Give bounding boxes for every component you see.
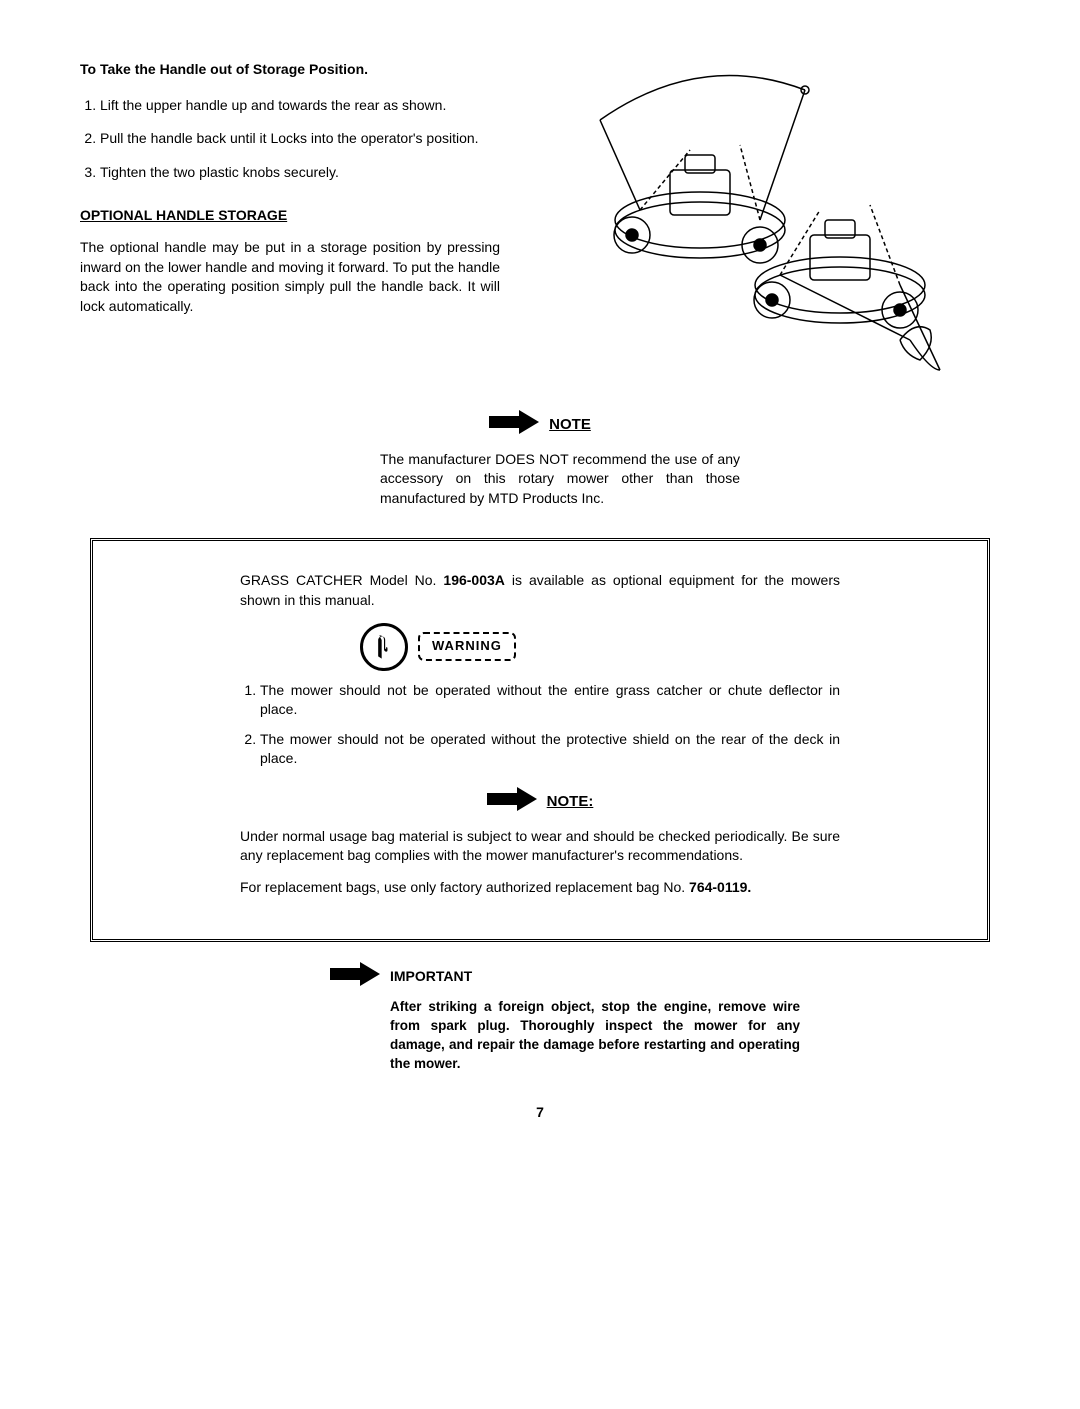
warning-list: The mower should not be operated without… [240, 681, 840, 769]
box-note-text: Under normal usage bag material is subje… [240, 827, 840, 866]
grass-catcher-box: GRASS CATCHER Model No. 196-003A is avai… [90, 538, 990, 942]
arrow-icon [487, 787, 537, 817]
note-text: The manufacturer DOES NOT recommend the … [380, 450, 740, 509]
page-heading: To Take the Handle out of Storage Positi… [80, 60, 500, 80]
box-intro: GRASS CATCHER Model No. 196-003A is avai… [240, 571, 840, 610]
note-label: NOTE [549, 414, 591, 435]
warning-item: The mower should not be operated without… [260, 681, 840, 720]
important-block: IMPORTANT After striking a foreign objec… [240, 962, 840, 1073]
warning-icon [360, 623, 408, 671]
note-row-2: NOTE: [240, 787, 840, 817]
optional-storage-text: The optional handle may be put in a stor… [80, 238, 500, 316]
mower-diagram [570, 60, 950, 380]
steps-list: Lift the upper handle up and towards the… [80, 96, 500, 183]
warning-row: WARNING [360, 623, 840, 671]
note-label-2: NOTE: [547, 791, 594, 812]
optional-storage-heading: OPTIONAL HANDLE STORAGE [80, 206, 500, 226]
arrow-icon [489, 410, 539, 440]
step-item: Pull the handle back until it Locks into… [100, 129, 500, 149]
page-number: 7 [80, 1103, 1000, 1123]
arrow-icon [330, 962, 380, 992]
warning-label: WARNING [418, 632, 516, 660]
warning-item: The mower should not be operated without… [260, 730, 840, 769]
important-text: After striking a foreign object, stop th… [390, 998, 800, 1074]
step-item: Tighten the two plastic knobs securely. [100, 163, 500, 183]
box-replacement-text: For replacement bags, use only factory a… [240, 878, 840, 898]
step-item: Lift the upper handle up and towards the… [100, 96, 500, 116]
note-block-1: NOTE The manufacturer DOES NOT recommend… [280, 410, 800, 508]
important-label: IMPORTANT [390, 967, 472, 987]
